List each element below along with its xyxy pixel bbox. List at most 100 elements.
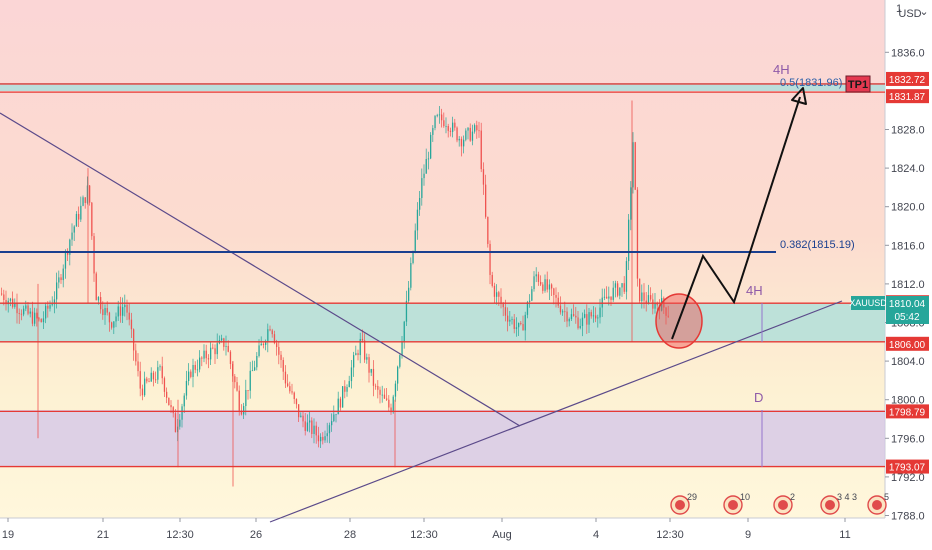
candle-body (216, 343, 218, 355)
candle-body (526, 301, 529, 315)
descending-trendline[interactable] (0, 112, 521, 427)
candle-body (667, 315, 669, 317)
candle-body (139, 371, 141, 389)
candle-body (89, 185, 91, 203)
candle-body (388, 399, 390, 408)
candle-body (256, 355, 258, 368)
candle-body (320, 436, 322, 442)
price-tick-label: 1800.0 (891, 395, 925, 407)
candle-body (482, 169, 485, 185)
candle-body (568, 319, 570, 322)
candle-body (641, 292, 643, 302)
candle-body (172, 407, 174, 414)
candle-body (170, 405, 172, 408)
candle-body (372, 368, 375, 386)
candle-body (71, 232, 73, 240)
candle-body (507, 315, 509, 322)
candle-body (434, 116, 436, 129)
demand-zone[interactable] (0, 410, 885, 467)
candle-body (599, 307, 601, 318)
candle-body (645, 300, 647, 304)
candle-body (3, 294, 5, 300)
candle-body (518, 322, 520, 328)
candle-body (460, 138, 463, 147)
candle-body (381, 394, 383, 396)
candle-body (152, 372, 155, 380)
candle-body (491, 274, 493, 286)
candle-body (115, 316, 117, 322)
currency-dropdown-icon[interactable]: ⌄ (919, 6, 928, 18)
candle-body (306, 422, 309, 431)
candle-body (157, 367, 159, 380)
candle-body (225, 345, 227, 347)
candle-body (441, 114, 443, 121)
candle-body (265, 342, 267, 345)
candle-body (511, 319, 513, 320)
price-label-box (886, 89, 929, 104)
candle-body (656, 302, 658, 306)
event-badge[interactable]: 5 (867, 492, 889, 515)
candle-body (91, 202, 93, 237)
candle-body (647, 295, 650, 304)
candle-body (128, 312, 130, 320)
event-badge[interactable]: 2 (773, 492, 795, 515)
candle-body (137, 361, 139, 372)
zones (0, 83, 885, 467)
candle-body (562, 311, 564, 313)
candle-body (9, 298, 12, 301)
candle-body (366, 357, 368, 360)
candle-body (443, 120, 445, 127)
candle-body (458, 138, 460, 141)
candle-body (82, 197, 84, 206)
candle-body (544, 279, 546, 291)
candle-body (238, 390, 240, 411)
time-axis[interactable]: 19 21 12:30 26 28 12:30 Aug 4 12:30 9 11 (2, 518, 851, 541)
event-badge[interactable]: 3 4 3 (820, 492, 857, 515)
candle-body (192, 364, 194, 377)
price-label-text: 1798.79 (889, 407, 926, 418)
economic-events: 29 10 2 3 4 3 5 (670, 492, 889, 515)
candle-body (465, 130, 467, 140)
candle-body (18, 313, 20, 314)
event-badge[interactable]: 10 (723, 492, 750, 515)
candle-body (20, 313, 23, 315)
event-badge[interactable]: 29 (670, 492, 697, 515)
candle-body (163, 378, 166, 392)
candle-body (416, 209, 419, 231)
candle-body (476, 125, 478, 131)
candle-body (181, 406, 183, 420)
tp1-badge[interactable]: TP1 (845, 75, 871, 93)
candle-body (364, 340, 366, 360)
support-zone[interactable] (0, 303, 885, 342)
candle-body (370, 368, 372, 373)
price-tick-label: 1824.0 (891, 163, 925, 175)
candle-body (245, 389, 247, 407)
candle-body (234, 376, 236, 383)
candle-body (350, 367, 353, 382)
candle-body (401, 342, 403, 356)
candle-body (445, 126, 447, 127)
price-label-text: 1831.87 (889, 92, 926, 103)
candle-body (298, 404, 300, 418)
candle-body (31, 311, 34, 324)
ascending-trendline[interactable] (269, 300, 843, 523)
candle-body (249, 370, 251, 391)
candle-body (42, 318, 45, 323)
price-label-text: 1832.72 (889, 75, 926, 86)
candle-body (40, 319, 42, 323)
candle-body (201, 357, 203, 359)
candle-body (247, 389, 249, 391)
candle-body (535, 274, 537, 277)
time-tick-label: 4 (593, 529, 599, 541)
candle-body (614, 283, 617, 288)
tp-zone[interactable] (0, 83, 885, 91)
candle-body (412, 251, 414, 264)
candle-body (276, 343, 278, 348)
projection-path[interactable] (671, 96, 801, 340)
candle-body (531, 289, 533, 301)
candle-body (621, 283, 623, 288)
candle-body (634, 142, 636, 190)
candle-body (190, 371, 192, 377)
time-tick-label: 12:30 (410, 529, 438, 541)
